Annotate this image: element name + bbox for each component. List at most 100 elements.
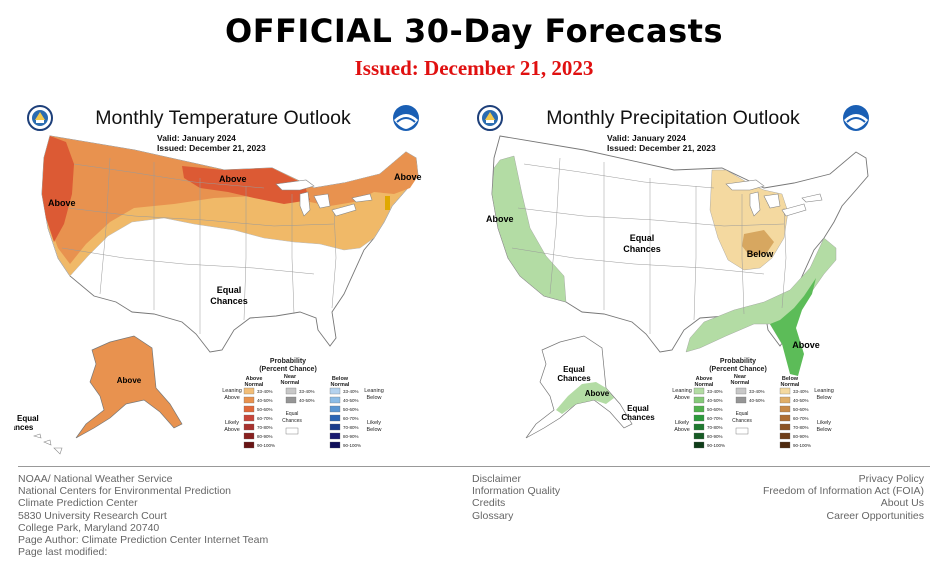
temp-above-dark-north xyxy=(182,166,310,204)
legend-swatch xyxy=(779,432,791,440)
legend-swatch xyxy=(329,441,341,449)
great-lakes xyxy=(725,179,823,217)
temp-above-mid-area xyxy=(42,136,418,264)
legend-swatch xyxy=(243,396,255,404)
legend-col-header: Near xyxy=(734,374,747,380)
precip-above-southeast-mid xyxy=(770,278,816,376)
credits-link[interactable]: Credits xyxy=(472,497,506,510)
precip-valid: Valid: January 2024 xyxy=(607,133,686,143)
precip-label-alaska-equal-1: Equal xyxy=(563,365,585,374)
conus-outline xyxy=(491,135,869,353)
legend-range: 70-80% xyxy=(707,425,723,430)
legend-swatch xyxy=(693,396,705,404)
footer-line: National Centers for Environmental Predi… xyxy=(18,485,232,498)
legend-range: 80-90% xyxy=(257,434,273,439)
legend-swatch xyxy=(693,414,705,422)
legend-range: 70-80% xyxy=(793,425,809,430)
legend-range: 50-60% xyxy=(793,407,809,412)
disclaimer-link[interactable]: Disclaimer xyxy=(472,473,522,485)
temp-above-dark-west xyxy=(42,136,74,242)
about-us-link[interactable]: About Us xyxy=(880,497,924,510)
legend-swatch xyxy=(285,387,297,395)
legend-range: 40-50% xyxy=(299,398,315,403)
precip-map-title: Monthly Precipitation Outlook xyxy=(546,107,800,129)
legend-range: 40-50% xyxy=(257,398,273,403)
legend-side-label: Below xyxy=(367,427,382,433)
legend-swatch xyxy=(243,432,255,440)
legend-swatch xyxy=(329,387,341,395)
legend-side-label: Likely xyxy=(367,420,381,426)
legend-swatch xyxy=(779,405,791,413)
legend-swatch xyxy=(243,414,255,422)
legend-side-label: Above xyxy=(674,427,690,433)
legend-swatch xyxy=(779,414,791,422)
legend-swatch xyxy=(735,396,747,404)
glossary-link[interactable]: Glossary xyxy=(472,509,514,522)
legend-swatch xyxy=(779,387,791,395)
temp-label-equal-2: Chances xyxy=(210,296,248,306)
legend-range: 90-100% xyxy=(707,443,725,448)
footer-links-right: Privacy Policy Freedom of Information Ac… xyxy=(763,473,924,522)
legend-col-header: Normal xyxy=(245,382,264,388)
legend-range: 60-70% xyxy=(343,416,359,421)
career-opportunities-link[interactable]: Career Opportunities xyxy=(826,509,924,522)
temp-issued: Issued: December 21, 2023 xyxy=(157,143,266,153)
temp-label-above-northeast: Above xyxy=(394,172,422,182)
legend-swatch-equal xyxy=(735,427,749,435)
legend-swatch xyxy=(329,423,341,431)
hawaii-shape xyxy=(32,433,63,455)
footer-line: NOAA/ National Weather Service xyxy=(18,473,173,485)
legend-range: 90-100% xyxy=(343,443,361,448)
legend-side-label: Below xyxy=(817,427,832,433)
information-quality-link[interactable]: Information Quality xyxy=(472,485,561,498)
legend-range: 70-80% xyxy=(343,425,359,430)
privacy-policy-link[interactable]: Privacy Policy xyxy=(858,473,924,485)
legend-swatch xyxy=(243,423,255,431)
legend-swatch xyxy=(329,432,341,440)
temp-label-hawaii-2: Chances xyxy=(14,423,34,432)
legend-range: 50-60% xyxy=(257,407,273,412)
legend-equal: Equal xyxy=(736,411,749,417)
precipitation-outlook-panel: Monthly Precipitation Outlook Valid: Jan… xyxy=(464,98,912,460)
legend-title: Probability xyxy=(270,358,306,365)
footer-line: Page last modified: xyxy=(18,546,108,559)
footer-line: Climate Prediction Center xyxy=(18,497,138,510)
legend-range: 80-90% xyxy=(343,434,359,439)
legend-range: 80-90% xyxy=(707,434,723,439)
legend-side-label: Above xyxy=(674,395,690,401)
temp-label-hawaii-1: Equal xyxy=(17,414,39,423)
legend-range: 40-50% xyxy=(793,398,809,403)
legend-range: 80-90% xyxy=(793,434,809,439)
temp-label-equal-1: Equal xyxy=(217,285,242,295)
legend-range: 50-60% xyxy=(707,407,723,412)
legend-swatch xyxy=(329,396,341,404)
noaa-logo-icon xyxy=(393,105,419,131)
legend-swatch xyxy=(693,441,705,449)
legend-col-header: Below xyxy=(782,376,799,382)
precip-issued: Issued: December 21, 2023 xyxy=(607,143,716,153)
legend-side-label: Below xyxy=(367,395,382,401)
doc-seal-icon xyxy=(477,105,503,131)
legend-range: 40-50% xyxy=(749,398,765,403)
precip-label-alaska-south-equal-1: Equal xyxy=(627,404,649,413)
noaa-logo-icon xyxy=(843,105,869,131)
precip-label-equal-1: Equal xyxy=(630,233,655,243)
legend-swatch xyxy=(735,387,747,395)
legend-range: 33-40% xyxy=(707,389,723,394)
footer-line: College Park, Maryland 20740 xyxy=(18,521,160,534)
legend-swatch xyxy=(329,414,341,422)
legend-swatch xyxy=(693,387,705,395)
precip-label-alaska-above: Above xyxy=(585,389,610,398)
legend-side-label: Above xyxy=(224,395,240,401)
legend-range: 40-50% xyxy=(343,398,359,403)
legend-swatch xyxy=(243,387,255,395)
legend-col-header: Above xyxy=(696,376,713,382)
page-title: OFFICIAL 30-Day Forecasts xyxy=(225,12,723,50)
legend-swatch xyxy=(693,405,705,413)
legend-col-header: Near xyxy=(284,374,297,380)
legend-equal: Equal xyxy=(286,411,299,417)
state-lines xyxy=(61,157,337,334)
foia-link[interactable]: Freedom of Information Act (FOIA) xyxy=(762,485,924,498)
legend-swatch xyxy=(243,405,255,413)
legend-col-header: Normal xyxy=(731,380,750,386)
